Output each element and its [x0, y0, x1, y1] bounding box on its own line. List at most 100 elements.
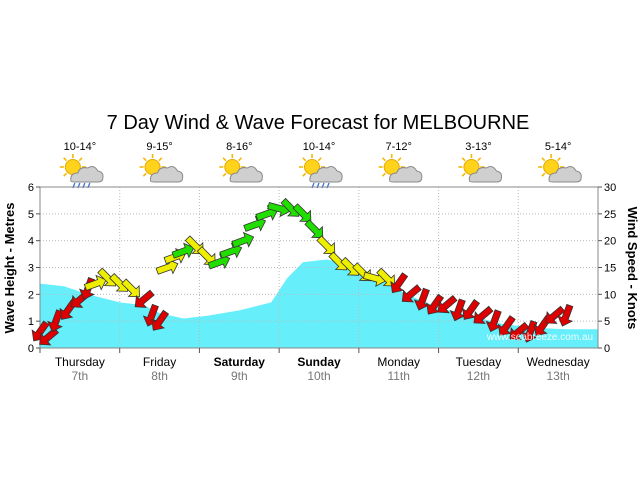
- y-left-tick-label: 6: [28, 182, 34, 194]
- wind-arrow: [83, 274, 107, 291]
- temperature-label: 5-14°: [545, 141, 571, 153]
- x-day-label: Thursday: [55, 355, 105, 369]
- wind-arrow: [485, 309, 502, 333]
- sun-ray: [142, 157, 147, 162]
- plot-area: [39, 186, 599, 349]
- sun-ray: [317, 157, 322, 162]
- sun-ray: [477, 157, 482, 162]
- cloud-shape: [468, 166, 503, 183]
- sun-ray: [461, 157, 466, 162]
- x-date-label: 8th: [151, 369, 168, 383]
- sun-ray: [302, 157, 307, 162]
- wind-arrow: [449, 298, 466, 322]
- y-right-tick-label: 25: [604, 209, 616, 221]
- watermark: www.seabreeze.com.au: [486, 332, 593, 343]
- cloud-shape: [149, 166, 184, 183]
- wind-arrow: [121, 278, 140, 298]
- x-date-label: 13th: [546, 369, 569, 383]
- wind-arrow: [171, 242, 195, 259]
- sun-ray: [78, 157, 83, 162]
- wind-arrow: [316, 235, 336, 255]
- wind-arrow: [413, 287, 430, 311]
- y-left-tick-label: 2: [28, 289, 34, 301]
- rain-cloud-sun-icon: [299, 154, 343, 189]
- y-right-tick-label: 0: [604, 343, 610, 355]
- sun-ray: [222, 157, 227, 162]
- forecast-row: 10-14° 9-15° 8-16° 10-14° 7-12° 3-13° 5-14°: [59, 141, 582, 189]
- wind-arrow: [184, 235, 204, 255]
- chart-title: 7 Day Wind & Wave Forecast for MELBOURNE: [107, 112, 530, 134]
- wind-arrow: [47, 309, 64, 333]
- x-day-label: Friday: [143, 355, 176, 369]
- sun-ray: [541, 172, 546, 177]
- x-day-label: Sunday: [297, 355, 341, 369]
- y-right-tick-label: 15: [604, 263, 616, 275]
- cloud-shape: [389, 166, 423, 183]
- x-day-label: Saturday: [214, 355, 266, 369]
- sun-ray: [381, 172, 386, 177]
- partly-cloudy-icon: [219, 154, 263, 183]
- x-day-label: Monday: [377, 355, 420, 369]
- sun-ray: [556, 157, 561, 162]
- sun-ray: [222, 172, 227, 177]
- x-date-label: 7th: [72, 369, 89, 383]
- partly-cloudy-icon: [139, 154, 184, 183]
- cloud-shape: [70, 166, 104, 183]
- sun-ray: [397, 157, 402, 162]
- x-day-label: Tuesday: [456, 355, 502, 369]
- temperature-label: 9-15°: [146, 141, 172, 153]
- wind-arrow: [521, 319, 538, 343]
- x-date-label: 10th: [307, 369, 330, 383]
- y-left-tick-label: 0: [28, 343, 34, 355]
- y-left-tick-label: 4: [28, 236, 34, 248]
- temperature-label: 3-13°: [465, 141, 491, 153]
- wind-arrow: [134, 289, 155, 308]
- rain-cloud-sun-icon: [59, 154, 104, 189]
- sun-ray: [381, 157, 386, 162]
- wind-arrow: [376, 267, 395, 287]
- cloud-shape: [309, 166, 343, 183]
- wind-arrow: [426, 293, 445, 315]
- y-left-tick-label: 5: [28, 209, 34, 221]
- wind-arrow: [437, 295, 458, 314]
- x-day-label: Wednesday: [527, 355, 590, 369]
- wind-arrow: [557, 303, 574, 327]
- partly-cloudy-icon: [378, 154, 423, 183]
- cloud-shape: [229, 166, 263, 183]
- wind-arrow: [142, 303, 159, 327]
- wind-arrow: [151, 309, 170, 331]
- sun-ray: [142, 172, 147, 177]
- wind-arrow: [243, 215, 267, 232]
- wind-arrow: [390, 272, 409, 294]
- x-date-label: 9th: [231, 369, 248, 383]
- wind-arrow: [545, 305, 566, 324]
- x-date-label: 12th: [467, 369, 490, 383]
- sun-ray: [158, 157, 163, 162]
- temperature-label: 10-14°: [64, 141, 97, 153]
- sun-ray: [541, 157, 546, 162]
- sun-ray: [461, 172, 466, 177]
- wind-arrow: [304, 219, 324, 239]
- x-date-label: 11th: [387, 369, 409, 383]
- temperature-label: 10-14°: [303, 141, 336, 153]
- wind-arrow: [509, 321, 530, 341]
- sun-ray: [302, 172, 307, 177]
- y-right-tick-label: 30: [604, 182, 616, 194]
- sun-ray: [238, 157, 243, 162]
- y-left-tick-label: 3: [28, 263, 34, 275]
- y-right-tick-label: 20: [604, 236, 616, 248]
- partly-cloudy-icon: [458, 154, 503, 183]
- wind-arrow: [497, 315, 516, 336]
- wind-arrow: [473, 305, 494, 324]
- wind-arrow: [401, 284, 422, 303]
- y-axis-left-label: Wave Height - Metres: [2, 203, 17, 334]
- y-left-tick-label: 1: [28, 316, 34, 328]
- wave-height-area: [40, 259, 598, 348]
- temperature-label: 7-12°: [386, 141, 412, 153]
- sun-ray: [63, 157, 68, 162]
- wind-arrow: [231, 231, 255, 248]
- cloud-shape: [548, 166, 582, 183]
- wind-arrows: [31, 197, 574, 346]
